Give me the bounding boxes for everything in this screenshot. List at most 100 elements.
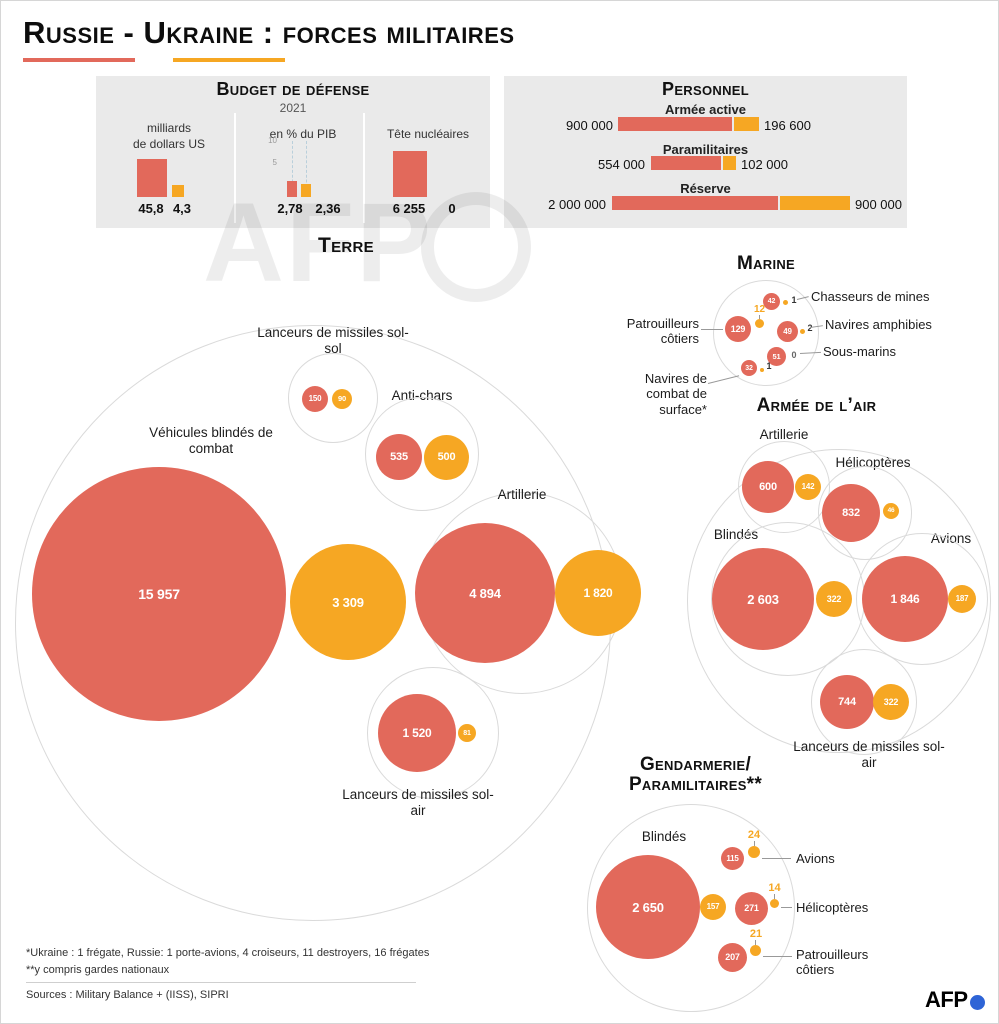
air-blindes-russia-bubble: 2 603 [712,548,814,650]
marine-amphibies-russia-bubble: 49 [777,321,798,342]
terre-artillerie-ukraine-bubble: 1 820 [555,550,641,636]
budget-col-pib-label: en % du PIB [269,127,337,141]
personnel-active-ukraine-value: 196 600 [764,118,811,133]
sources-text: Sources : Military Balance + (IISS), SIP… [26,989,229,1001]
marine-patrouilleurs-ukraine-dot [755,319,764,328]
budget-pib-ukraine-value: 2,36 [315,201,341,216]
air-avions-russia-bubble: 1 846 [862,556,948,642]
budget-year: 2021 [279,101,307,115]
gendarmerie-helicopteres-ukraine-value: 14 [768,882,781,894]
terre-solsol-ukraine-bubble: 90 [332,389,352,409]
marine-patrouilleurs-ukraine-value: 12 [753,304,766,315]
gendarmerie-patrouilleurs-label: Patrouilleurs côtiers [796,947,869,978]
gendarmerie-helicopteres-label: Hélicoptères [796,900,869,915]
marine-combat-connector [707,375,740,384]
marine-cluster-ring [713,280,819,386]
air-solair-russia-bubble: 744 [820,675,874,729]
terre-antichars-russia-bubble: 535 [376,434,422,480]
pib-axis-tick-5: 5 [272,158,277,167]
pib-gridline [292,141,293,197]
page-title: Russie - Ukraine : forces militaires [23,15,515,50]
air-solair-ukraine-bubble: 322 [873,684,909,720]
terre-solsol-label: Lanceurs de missiles sol-sol [257,325,409,356]
marine-combat-ukraine-value: 1 [766,361,772,371]
footnote-gardes: **y compris gardes nationaux [26,964,170,976]
gendarmerie-patrouilleurs-ukraine-dot [750,945,761,956]
pib-axis-tick-10: 10 [268,136,277,145]
terre-artillerie-label: Artillerie [497,487,547,502]
personnel-paramilitary-ukraine-value: 102 000 [741,157,788,172]
budget-col-nuclear-label: Tête nucléaires [386,127,470,141]
air-artillerie-russia-bubble: 600 [742,461,794,513]
gendarmerie-avions-ukraine-value: 24 [747,829,761,841]
gendarmerie-patrouilleurs-connector [763,956,792,957]
terre-antichars-ukraine-bubble: 500 [424,435,469,480]
marine-amphibies-ukraine-dot [800,329,805,334]
budget-dollars-russia-bar [137,159,167,197]
personnel-paramilitary-russia-value: 554 000 [598,157,645,172]
gendarmerie-helicopteres-ukraine-dot [770,899,779,908]
ukraine-legend-underline [173,58,285,62]
budget-pib-russia-value: 2,78 [277,201,303,216]
terre-solsol-ring [288,353,378,443]
personnel-active-russia-value: 900 000 [566,118,613,133]
terre-vehicules-label: Véhicules blindés de combat [149,425,273,456]
marine-chasseurs-ukraine-value: 1 [791,295,797,305]
air-artillerie-ukraine-bubble: 142 [795,474,821,500]
marine-patrouilleurs-label: Patrouilleurs côtiers [626,316,699,347]
personnel-active-ukraine-bar [734,117,759,131]
personnel-heading: Personnel [662,79,749,99]
air-cluster-ring [687,449,991,753]
marine-patrouilleurs-russia-bubble: 129 [725,316,751,342]
terre-vehicules-ukraine-bubble: 3 309 [290,544,406,660]
marine-amphibies-ukraine-value: 2 [805,323,815,333]
air-avions-ring [856,533,988,665]
budget-divider [363,113,365,223]
gendarmerie-avions-connector [762,858,791,859]
marine-sousmarins-ukraine-value: 0 [791,350,797,360]
gendarmerie-patrouilleurs-russia-bubble: 207 [718,943,747,972]
air-helicopteres-russia-bubble: 832 [822,484,880,542]
terre-solsol-russia-bubble: 150 [302,386,328,412]
personnel-reserve-russia-bar [612,196,778,210]
air-helicopteres-ring [818,466,912,560]
gendarmerie-avions-ukraine-tick [754,841,755,846]
gendarmerie-patrouilleurs-ukraine-value: 21 [749,928,763,940]
gendarmerie-helicopteres-ukraine-tick [774,894,775,899]
air-artillerie-label: Artillerie [759,427,809,442]
marine-chasseurs-label: Chasseurs de mines [811,289,930,304]
air-helicopteres-ukraine-bubble: 46 [883,503,899,519]
marine-sousmarins-label: Sous-marins [823,344,896,359]
budget-dollars-ukraine-value: 4,3 [172,201,192,216]
marine-combat-label: Navires de combat de surface* [644,371,707,417]
marine-patrouilleurs-ukraine-tick [759,315,760,319]
air-heading: Armée de l’air [756,395,877,416]
gendarmerie-helicopteres-connector [781,907,792,908]
budget-pib-ukraine-bar [301,184,311,197]
air-blindes-ukraine-bubble: 322 [816,581,852,617]
personnel-active-russia-bar [618,117,732,131]
budget-dollars-ukraine-bar [172,185,184,197]
personnel-paramilitary-russia-bar [651,156,721,170]
budget-heading: Budget de défense [216,79,370,99]
gendarmerie-heading: Gendarmerie/ Paramilitaires** [628,754,763,795]
gendarmerie-patrouilleurs-ukraine-tick [755,940,756,945]
budget-pib-russia-bar [287,181,297,197]
personnel-reserve-ukraine-value: 900 000 [855,197,902,212]
personnel-paramilitary-ukraine-bar [723,156,736,170]
budget-divider [234,113,236,223]
gendarmerie-avions-russia-bubble: 115 [721,847,744,870]
gendarmerie-avions-label: Avions [796,851,835,866]
marine-chasseurs-russia-bubble: 42 [763,293,780,310]
gendarmerie-blindes-ukraine-bubble: 157 [700,894,726,920]
russia-legend-underline [23,58,135,62]
air-solair-ring [811,649,917,755]
gendarmerie-helicopteres-russia-bubble: 271 [735,892,768,925]
personnel-active-label: Armée active [665,102,746,117]
gendarmerie-cluster-ring [587,804,795,1012]
terre-heading: Terre [317,234,374,257]
budget-col-dollars-label: milliards de dollars US [132,121,206,151]
marine-sousmarins-russia-bubble: 51 [767,347,786,366]
afp-logo: AFP [925,989,985,1011]
